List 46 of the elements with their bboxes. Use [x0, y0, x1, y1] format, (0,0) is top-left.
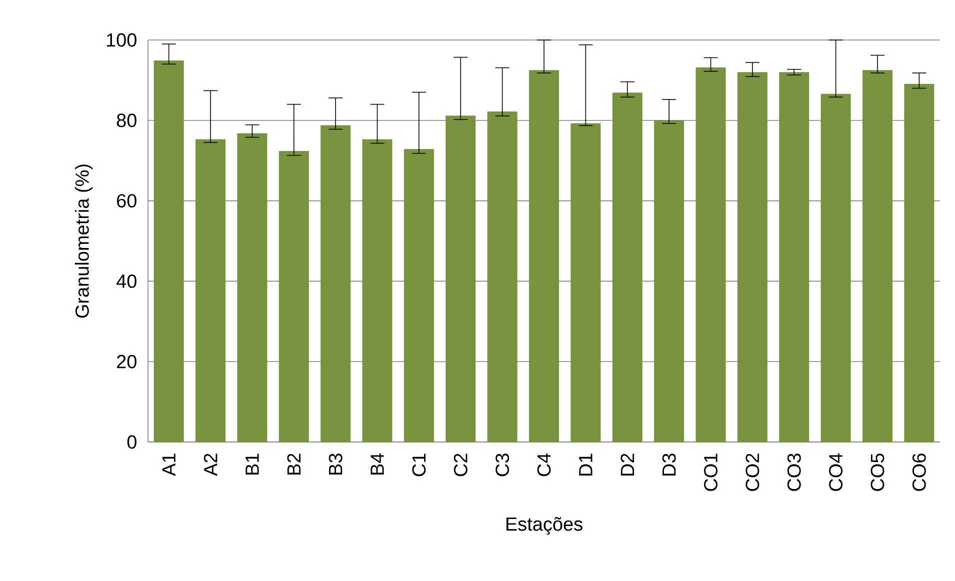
x-tick-label: C2 — [454, 454, 468, 476]
bar — [196, 139, 226, 442]
x-tick-label: D1 — [579, 454, 592, 476]
bar — [654, 120, 684, 442]
x-tick-label: CO3 — [787, 454, 801, 491]
bar — [237, 133, 268, 442]
bar — [696, 67, 726, 442]
x-tick-label: B4 — [370, 453, 384, 474]
x-tick-label: C1 — [412, 454, 426, 476]
y-tick-label: 20 — [117, 354, 136, 368]
x-tick-label: B1 — [246, 454, 259, 474]
y-tick-label: 80 — [116, 114, 136, 128]
x-tick-label: B3 — [328, 454, 342, 474]
bar — [154, 60, 184, 442]
x-tick-label: D3 — [662, 454, 676, 476]
x-tick-label: CO6 — [912, 454, 926, 491]
x-tick-label: CO4 — [829, 453, 843, 491]
bar — [320, 125, 351, 442]
x-tick-label: D2 — [620, 454, 634, 476]
bar — [529, 70, 560, 442]
bar — [446, 116, 476, 442]
x-tick-label: CO5 — [870, 454, 884, 491]
y-tick-label: 60 — [117, 194, 136, 208]
x-tick-label: A1 — [162, 454, 176, 476]
x-tick-label: C3 — [496, 454, 510, 476]
y-tick-label: 100 — [106, 33, 136, 47]
x-tick-label: CO2 — [746, 454, 760, 491]
y-axis-title: Granulometria (%) — [74, 164, 93, 318]
bar — [362, 139, 392, 442]
x-tick-label: B2 — [287, 454, 301, 474]
bar — [278, 150, 309, 442]
y-tick-label: 40 — [116, 274, 136, 288]
bar — [737, 72, 768, 442]
x-tick-label: CO1 — [704, 454, 718, 491]
bar — [570, 123, 601, 442]
bar — [404, 148, 434, 442]
bar — [779, 72, 810, 442]
bar — [487, 112, 518, 442]
x-axis-title: Estações — [506, 517, 582, 535]
bar — [820, 94, 851, 442]
bar — [904, 84, 934, 442]
y-tick-label: 0 — [127, 435, 136, 449]
bar — [612, 92, 642, 442]
bar — [862, 70, 892, 442]
x-tick-label: A2 — [204, 454, 218, 476]
x-tick-label: C4 — [537, 453, 551, 476]
